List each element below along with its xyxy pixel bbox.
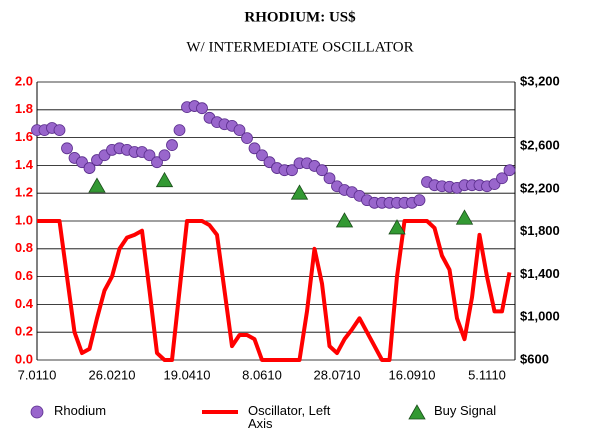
- rhodium-point: [503, 164, 516, 177]
- legend-icon: [408, 404, 426, 420]
- y2-tick-label: $3,200: [520, 73, 560, 88]
- rhodium-point: [323, 172, 336, 185]
- legend-item: Oscillator, Left Axis: [200, 404, 340, 430]
- rhodium-point: [248, 142, 261, 155]
- y2-tick-label: $1,000: [520, 309, 560, 324]
- legend-label: Oscillator, Left Axis: [248, 403, 331, 431]
- rhodium-point: [241, 132, 253, 145]
- y-tick-label: 1.4: [15, 157, 34, 172]
- y-tick-label: 0.0: [15, 351, 33, 366]
- x-tick-label: 26.0210: [89, 367, 136, 382]
- y-tick-label: 1.6: [15, 129, 33, 144]
- rhodium-point: [256, 149, 268, 162]
- oscillator-line: [37, 219, 512, 362]
- x-tick-label: 16.0910: [389, 367, 436, 382]
- legend-icon: [202, 410, 238, 414]
- y-tick-label: 0.8: [15, 240, 33, 255]
- y-tick-label: 0.4: [15, 296, 34, 311]
- y2-tick-label: $2,200: [520, 180, 560, 195]
- rhodium-point: [143, 149, 156, 162]
- rhodium-point: [286, 164, 298, 177]
- legend-item: Rhodium: [28, 404, 148, 420]
- legend-marker: [30, 405, 44, 419]
- rhodium-point: [316, 164, 328, 177]
- rhodium-point: [413, 194, 426, 207]
- chart-subtitle: W/ INTERMEDIATE OSCILLATOR: [186, 39, 413, 55]
- rhodium-point: [83, 162, 96, 174]
- legend-item: Buy Signal: [408, 404, 558, 420]
- x-tick-label: 28.0710: [314, 367, 361, 382]
- rhodium-point: [496, 172, 508, 185]
- rhodium-point: [233, 124, 246, 137]
- x-tick-label: 8.0610: [242, 367, 282, 382]
- x-tick-label: 7.0110: [18, 367, 57, 382]
- y-tick-label: 1.0: [15, 212, 33, 227]
- y2-tick-label: $1,400: [520, 266, 560, 281]
- legend-marker: [408, 404, 426, 420]
- y2-tick-label: $2,600: [520, 138, 560, 153]
- y-tick-label: 0.6: [15, 268, 33, 283]
- legend-icon: [30, 405, 44, 419]
- rhodium-point: [151, 156, 163, 169]
- buy-signal: [388, 219, 406, 235]
- buy-signal: [88, 177, 106, 193]
- rhodium-point: [61, 142, 73, 155]
- legend-label: Buy Signal: [434, 403, 497, 418]
- rhodium-point: [166, 139, 178, 151]
- y-tick-label: 1.2: [15, 185, 33, 200]
- y2-tick-label: $600: [520, 351, 549, 366]
- buy-signal: [155, 171, 174, 188]
- y-tick-label: 0.2: [15, 324, 33, 339]
- buy-signal: [455, 209, 474, 225]
- buy-signal: [290, 184, 309, 200]
- legend-label: Rhodium: [54, 403, 107, 418]
- rhodium-point: [158, 149, 171, 162]
- chart-title: RHODIUM: US$: [244, 9, 356, 25]
- y-tick-label: 1.8: [15, 101, 33, 116]
- x-tick-label: 19.0410: [164, 367, 211, 382]
- y2-tick-label: $1,800: [520, 223, 560, 238]
- buy-signal: [335, 212, 354, 228]
- y-tick-label: 2.0: [15, 73, 33, 88]
- rhodium-point: [173, 124, 186, 137]
- rhodium-point: [196, 102, 208, 115]
- rhodium-point: [53, 124, 66, 137]
- x-tick-label: 5.1110: [468, 367, 506, 382]
